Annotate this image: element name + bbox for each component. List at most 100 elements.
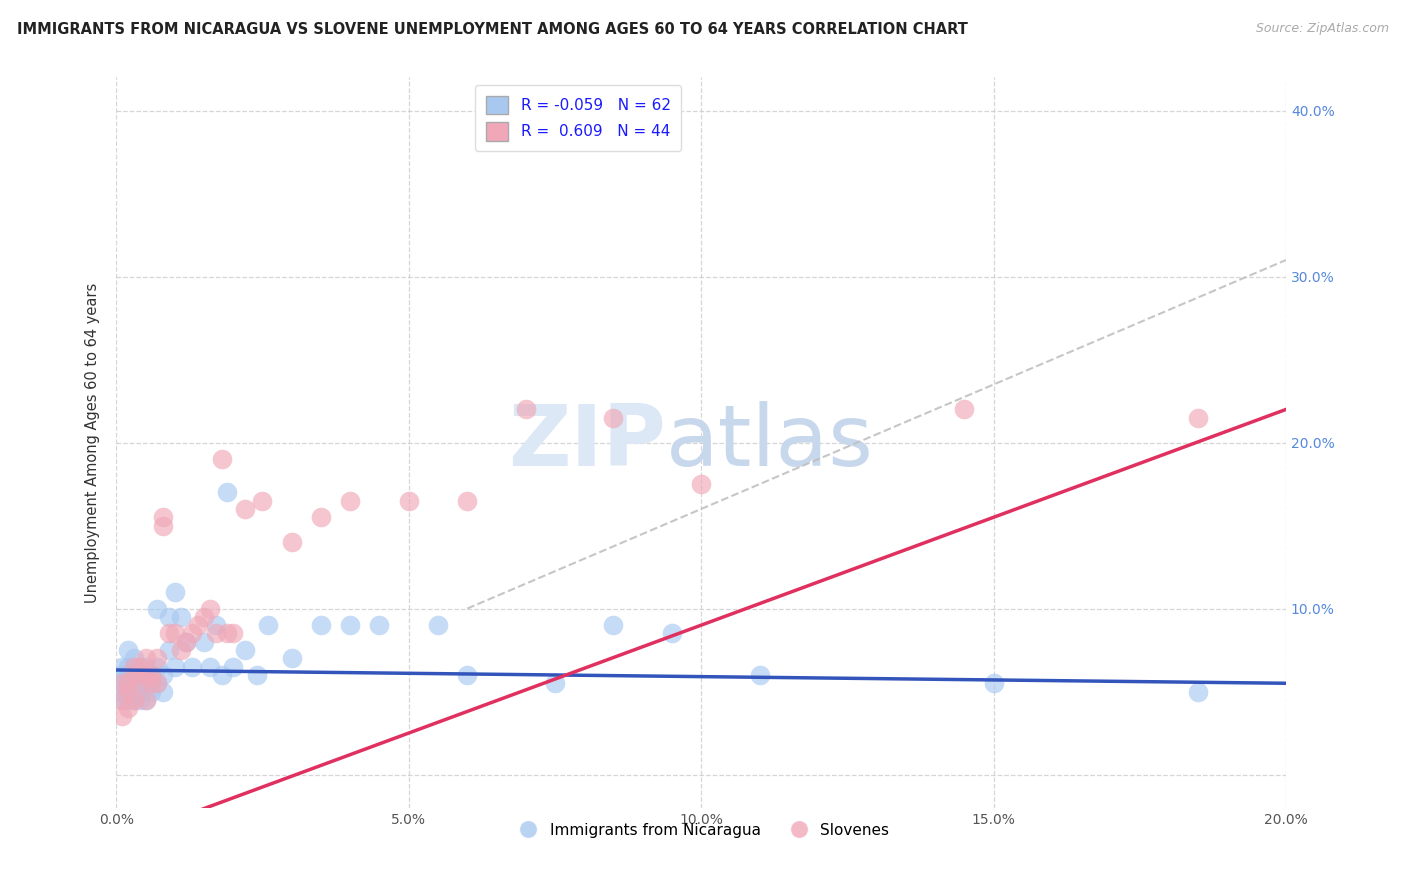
Point [141, 676, 163, 690]
Point [111, 684, 134, 698]
Point [544, 676, 567, 690]
Point [122, 668, 145, 682]
Point [141, 668, 163, 682]
Point [169, 643, 191, 657]
Point [134, 668, 156, 682]
Point [111, 668, 134, 682]
Point [117, 684, 139, 698]
Point [134, 676, 156, 690]
Text: ZIP: ZIP [509, 401, 666, 484]
Point [204, 626, 226, 640]
Point [128, 676, 150, 690]
Point [339, 618, 361, 632]
Point [163, 585, 186, 599]
Point [187, 618, 209, 632]
Y-axis label: Unemployment Among Ages 60 to 64 years: Unemployment Among Ages 60 to 64 years [86, 283, 100, 603]
Point [211, 452, 233, 467]
Point [128, 684, 150, 698]
Point [456, 668, 478, 682]
Point [233, 643, 256, 657]
Point [146, 659, 169, 673]
Point [111, 709, 134, 723]
Point [983, 676, 1005, 690]
Point [111, 693, 134, 707]
Point [515, 402, 537, 417]
Point [163, 659, 186, 673]
Point [152, 668, 174, 682]
Point [953, 402, 976, 417]
Point [146, 676, 169, 690]
Point [169, 610, 191, 624]
Point [128, 668, 150, 682]
Point [280, 535, 302, 549]
Point [157, 610, 180, 624]
Point [217, 626, 239, 640]
Point [233, 502, 256, 516]
Point [602, 410, 624, 425]
Point [146, 676, 169, 690]
Point [163, 626, 186, 640]
Point [122, 668, 145, 682]
Point [222, 659, 245, 673]
Point [117, 684, 139, 698]
Point [117, 668, 139, 682]
Point [152, 510, 174, 524]
Point [111, 676, 134, 690]
Point [122, 676, 145, 690]
Point [152, 684, 174, 698]
Point [246, 668, 269, 682]
Point [309, 510, 332, 524]
Point [111, 693, 134, 707]
Point [426, 618, 449, 632]
Point [128, 676, 150, 690]
Text: Source: ZipAtlas.com: Source: ZipAtlas.com [1256, 22, 1389, 36]
Point [157, 643, 180, 657]
Point [134, 668, 156, 682]
Point [111, 676, 134, 690]
Point [122, 693, 145, 707]
Point [602, 618, 624, 632]
Point [1187, 684, 1209, 698]
Point [122, 684, 145, 698]
Point [181, 626, 204, 640]
Point [117, 701, 139, 715]
Point [222, 626, 245, 640]
Point [128, 693, 150, 707]
Point [690, 477, 713, 491]
Point [122, 659, 145, 673]
Point [748, 668, 770, 682]
Point [257, 618, 280, 632]
Point [217, 485, 239, 500]
Point [117, 659, 139, 673]
Point [122, 659, 145, 673]
Point [134, 693, 156, 707]
Point [398, 493, 420, 508]
Point [339, 493, 361, 508]
Point [111, 659, 134, 673]
Point [661, 626, 683, 640]
Point [176, 634, 198, 648]
Legend: Immigrants from Nicaragua, Slovenes: Immigrants from Nicaragua, Slovenes [508, 817, 896, 844]
Point [122, 651, 145, 665]
Point [193, 634, 215, 648]
Point [117, 676, 139, 690]
Point [117, 643, 139, 657]
Point [309, 618, 332, 632]
Text: atlas: atlas [666, 401, 875, 484]
Point [198, 659, 221, 673]
Point [211, 668, 233, 682]
Point [122, 693, 145, 707]
Point [368, 618, 391, 632]
Point [134, 659, 156, 673]
Point [181, 659, 204, 673]
Point [1187, 410, 1209, 425]
Point [146, 651, 169, 665]
Point [252, 493, 274, 508]
Point [456, 493, 478, 508]
Point [117, 676, 139, 690]
Point [193, 610, 215, 624]
Point [134, 693, 156, 707]
Point [146, 601, 169, 615]
Point [141, 676, 163, 690]
Point [280, 651, 302, 665]
